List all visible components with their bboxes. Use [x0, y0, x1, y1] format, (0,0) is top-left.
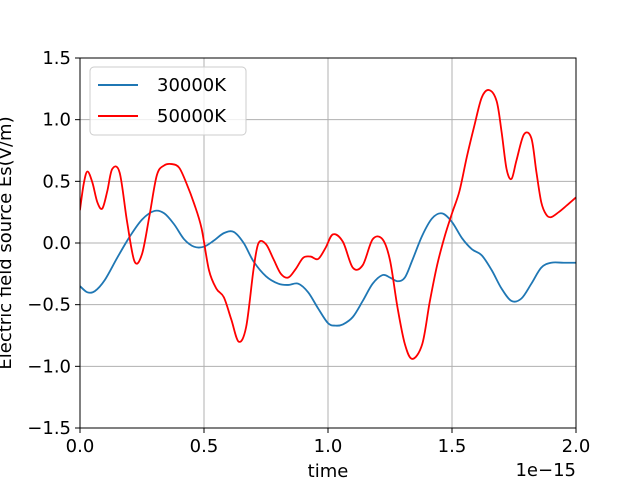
legend-label-30000k: 30000K	[157, 75, 227, 96]
x-tick-label: 0.5	[190, 436, 219, 457]
y-axis-label: Electric field source Es(V/m)	[0, 116, 16, 369]
x-tick-label: 1.5	[438, 436, 467, 457]
series-line-30000k	[80, 209, 576, 327]
x-tick-label: 0.0	[66, 436, 95, 457]
plot-clip-group	[80, 89, 576, 360]
y-tick-label: 1.5	[42, 48, 71, 69]
y-tick-label: 0.0	[42, 233, 71, 254]
x-tick-label: 2.0	[562, 436, 591, 457]
x-tick-label: 1.0	[314, 436, 343, 457]
y-tick-label: −0.5	[27, 295, 71, 316]
x-ticks: 0.0 0.5 1.0 1.5 2.0	[66, 428, 591, 457]
y-tick-label: −1.5	[27, 418, 71, 439]
x-offset-label: 1e−15	[515, 460, 576, 480]
y-tick-label: −1.0	[27, 356, 71, 377]
legend-label-50000k: 50000K	[157, 106, 227, 127]
y-tick-label: 0.5	[42, 171, 71, 192]
series-line-50000k	[80, 89, 576, 360]
legend: 30000K 50000K	[89, 66, 247, 136]
y-tick-label: 1.0	[42, 110, 71, 131]
x-axis-label: time	[308, 461, 349, 480]
y-ticks: −1.5 −1.0 −0.5 0.0 0.5 1.0 1.5	[27, 48, 80, 439]
